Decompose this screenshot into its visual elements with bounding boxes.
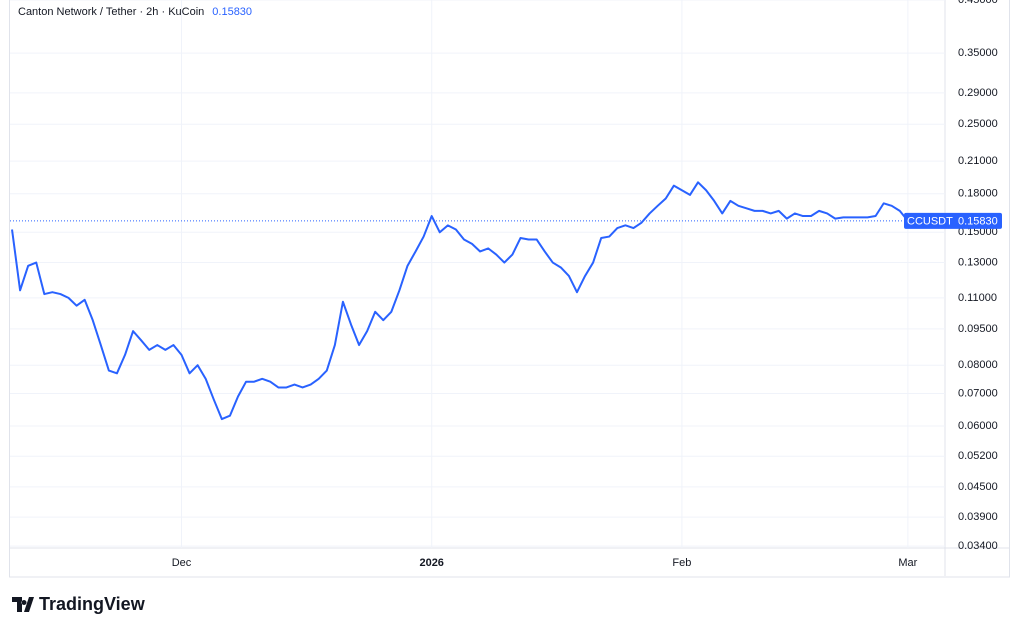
y-tick-label: 0.04500 (958, 481, 998, 493)
x-tick-label: 2026 (419, 557, 443, 569)
y-tick-label: 0.15000 (958, 226, 998, 238)
price-line (11, 181, 909, 421)
y-tick-label: 0.06000 (958, 420, 998, 432)
y-tick-label: 0.07000 (958, 387, 998, 399)
x-tick-label: Feb (672, 557, 691, 569)
chart-frame (9, 0, 1010, 578)
header-price: 0.15830 (212, 6, 252, 18)
chart-title: Canton Network / Tether · 2h · KuCoin 0.1… (18, 6, 252, 18)
y-tick-label: 0.29000 (958, 87, 998, 99)
y-tick-label: 0.21000 (958, 155, 998, 167)
y-tick-label: 0.35000 (958, 47, 998, 59)
y-tick-label: 0.13000 (958, 256, 998, 268)
y-tick-label: 0.09500 (958, 323, 998, 335)
brand: TradingView (39, 594, 146, 614)
y-tick-label: 0.11000 (958, 292, 997, 304)
y-tick-label: 0.18000 (958, 188, 998, 200)
logo: TradingView (12, 594, 146, 614)
y-tick-label: 0.25000 (958, 118, 998, 130)
y-tick-label: 0.03400 (958, 540, 998, 552)
logo-icon (12, 597, 34, 612)
x-tick-label: Dec (172, 557, 192, 569)
y-tick-label: 0.05200 (958, 450, 998, 462)
y-tick-label: 0.03900 (958, 511, 998, 523)
last-price-label: 0.15830 (958, 215, 998, 227)
plot (10, 0, 945, 548)
x-tick-label: Mar (898, 557, 917, 569)
last-price-box (904, 212, 1002, 229)
y-tick-label: 0.08000 (958, 359, 998, 371)
symbol-title: Canton Network / Tether · 2h · KuCoin (18, 6, 204, 18)
symbol-label: CCUSDT (907, 215, 953, 227)
